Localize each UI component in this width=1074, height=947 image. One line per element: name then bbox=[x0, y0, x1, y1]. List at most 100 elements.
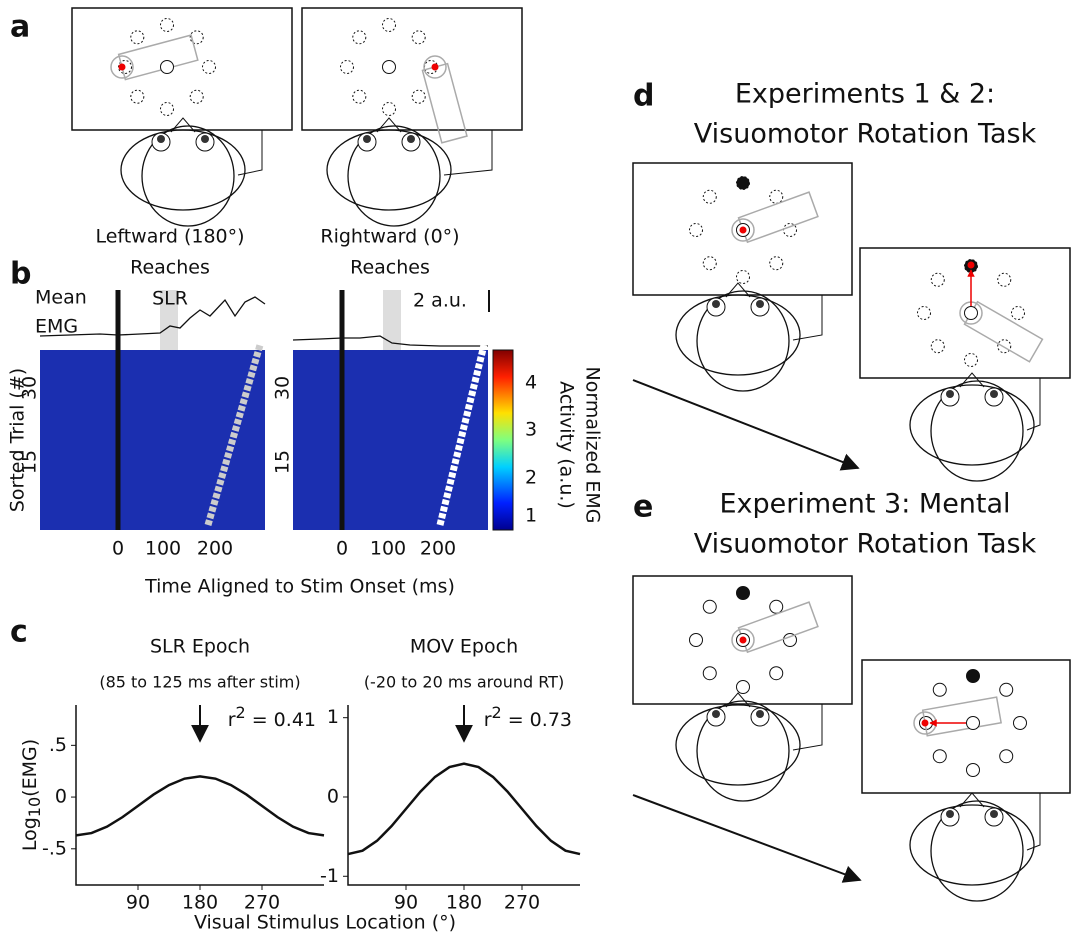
target bbox=[702, 599, 717, 614]
head bbox=[141, 125, 235, 227]
cursor bbox=[431, 63, 439, 71]
y-tick-label: 15 bbox=[272, 450, 294, 474]
x-tick-label: 0 bbox=[112, 538, 124, 560]
caption: Reaches bbox=[350, 257, 430, 279]
pupil bbox=[407, 135, 415, 143]
target bbox=[999, 682, 1014, 697]
target bbox=[736, 680, 750, 694]
caption: Reaches bbox=[130, 257, 210, 279]
label-part: = 0.73 bbox=[502, 709, 572, 731]
panel-title: Visuomotor Rotation Task bbox=[694, 529, 1037, 560]
target bbox=[783, 633, 797, 647]
head bbox=[347, 125, 441, 227]
target bbox=[689, 633, 703, 647]
x-axis-label: Time Aligned to Stim Onset (ms) bbox=[144, 576, 455, 598]
chart-subtitle: (-20 to 20 ms around RT) bbox=[364, 673, 564, 692]
y-tick-label: 0 bbox=[327, 785, 339, 807]
support bbox=[237, 130, 263, 176]
target bbox=[964, 353, 978, 367]
y-tick-label: 15 bbox=[19, 450, 41, 474]
target bbox=[736, 270, 750, 284]
heatmap bbox=[40, 350, 265, 530]
panel-label: b bbox=[10, 257, 31, 292]
hand bbox=[423, 55, 447, 79]
support bbox=[443, 130, 493, 176]
support bbox=[1026, 378, 1041, 431]
colorbar bbox=[492, 349, 514, 531]
arrow bbox=[632, 794, 862, 883]
fit-curve bbox=[347, 762, 581, 856]
start bbox=[382, 60, 396, 74]
panel-label: c bbox=[10, 615, 28, 650]
start bbox=[964, 306, 978, 320]
y-tick-label: 0 bbox=[55, 786, 67, 808]
x-tick-label: 180 bbox=[182, 892, 218, 914]
target bbox=[917, 306, 931, 320]
target bbox=[932, 682, 947, 697]
label-part: r bbox=[484, 709, 492, 731]
rt-markers bbox=[436, 344, 488, 526]
panel-label: d bbox=[633, 79, 654, 114]
target bbox=[966, 763, 980, 777]
head bbox=[120, 129, 246, 211]
label-part: 10 bbox=[25, 797, 44, 817]
label-part: = 0.41 bbox=[246, 709, 316, 731]
head bbox=[696, 290, 790, 392]
label-part: 2 bbox=[236, 703, 246, 722]
target bbox=[999, 749, 1014, 764]
target bbox=[1013, 716, 1027, 730]
support bbox=[1026, 793, 1041, 851]
epoch-band bbox=[383, 290, 401, 350]
target bbox=[702, 189, 717, 204]
pupil bbox=[712, 710, 720, 718]
colorbar-tick: 3 bbox=[525, 419, 537, 441]
label-part: r bbox=[228, 709, 236, 731]
x-tick-label: 270 bbox=[244, 892, 280, 914]
target bbox=[702, 256, 717, 271]
target bbox=[189, 30, 204, 45]
target bbox=[160, 18, 174, 32]
pupil bbox=[756, 710, 764, 718]
label-part: (EMG) bbox=[19, 739, 41, 797]
target bbox=[352, 89, 367, 104]
support bbox=[792, 295, 823, 341]
epoch-label: SLR bbox=[152, 288, 188, 310]
target bbox=[130, 89, 145, 104]
emg-trace bbox=[39, 296, 266, 337]
target bbox=[689, 223, 703, 237]
pupil bbox=[712, 300, 720, 308]
cursor bbox=[118, 63, 126, 71]
colorbar-tick: 1 bbox=[525, 505, 537, 527]
hand bbox=[110, 55, 134, 79]
x-tick-label: 270 bbox=[504, 892, 540, 914]
panel-label: e bbox=[633, 490, 653, 525]
pupil bbox=[157, 135, 165, 143]
pupil bbox=[756, 300, 764, 308]
y-tick-label: .5 bbox=[49, 734, 67, 756]
x-axis-label: Visual Stimulus Location (°) bbox=[194, 912, 456, 934]
monitor bbox=[861, 659, 1071, 794]
head bbox=[675, 704, 801, 786]
nose bbox=[725, 282, 751, 298]
pupil bbox=[946, 810, 954, 818]
chart-title: SLR Epoch bbox=[150, 636, 250, 658]
target bbox=[997, 272, 1012, 287]
x-tick-label: 100 bbox=[370, 538, 406, 560]
head bbox=[675, 294, 801, 376]
hand bbox=[731, 628, 755, 652]
cursor bbox=[967, 261, 975, 269]
pupil bbox=[201, 135, 209, 143]
target bbox=[189, 89, 204, 104]
panel-title: Experiment 3: Mental bbox=[719, 489, 1010, 520]
scale-bar-label: 2 a.u. bbox=[413, 290, 467, 312]
target bbox=[202, 60, 216, 74]
caption: Leftward (180°) bbox=[95, 226, 244, 248]
panel-label: a bbox=[10, 10, 30, 45]
emg-trace bbox=[292, 335, 488, 347]
axis bbox=[347, 705, 580, 886]
x-tick-label: 100 bbox=[145, 538, 181, 560]
target bbox=[769, 256, 784, 271]
target bbox=[930, 339, 945, 354]
panel-title: Experiments 1 & 2: bbox=[735, 79, 995, 110]
